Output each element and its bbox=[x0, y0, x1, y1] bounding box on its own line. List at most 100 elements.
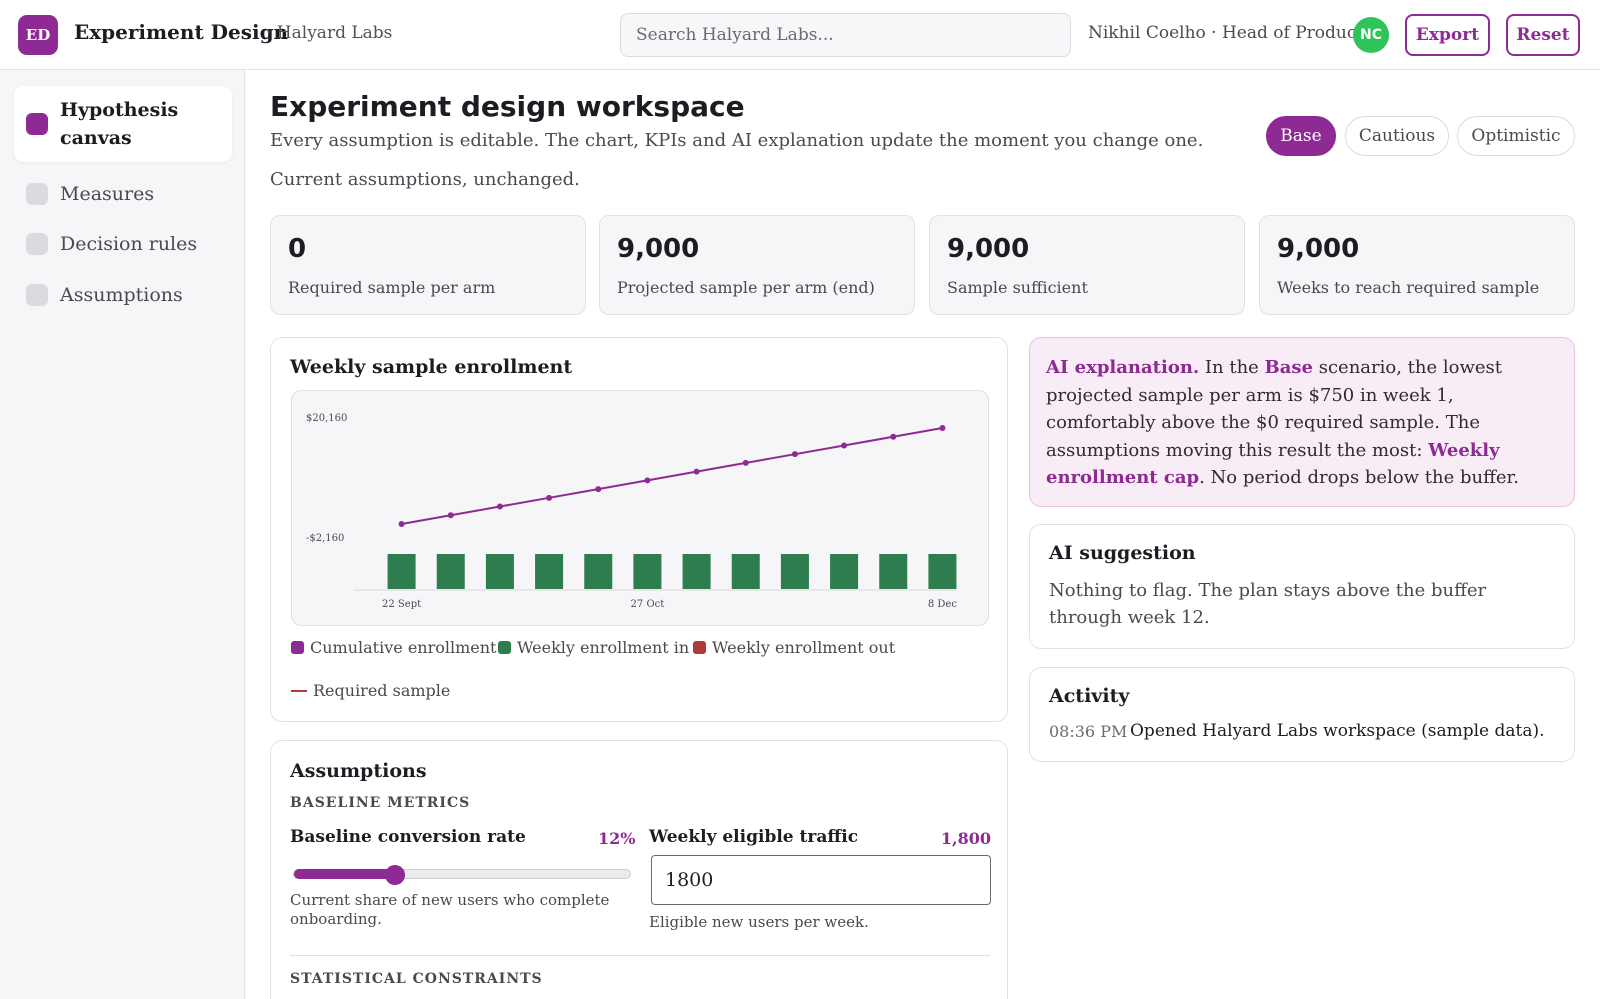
baseline-metrics-heading: BASELINE METRICS bbox=[290, 795, 471, 811]
ai-driver-link[interactable]: Weekly enrollment cap bbox=[1046, 439, 1500, 489]
ai-text: scenario, the lowest projected sample pe… bbox=[1046, 357, 1502, 461]
kpi-label: Projected sample per arm (end) bbox=[617, 278, 875, 297]
ai-text: . No period drops below the buffer. bbox=[1199, 467, 1519, 488]
legend-weekly-in: Weekly enrollment in bbox=[498, 638, 689, 657]
enrollment-in-bar bbox=[485, 554, 514, 589]
enrollment-in-bar bbox=[879, 554, 908, 589]
cumulative-point bbox=[939, 425, 946, 431]
reset-button[interactable]: Reset bbox=[1506, 14, 1580, 56]
legend-swatch bbox=[291, 641, 304, 654]
enrollment-in-bar bbox=[387, 554, 416, 589]
enrollment-in-bar bbox=[535, 554, 564, 589]
conversion-rate-value: 12% bbox=[598, 829, 636, 848]
legend-label: Required sample bbox=[313, 681, 451, 700]
enrollment-in-bar bbox=[780, 554, 809, 589]
legend-label: Weekly enrollment out bbox=[712, 638, 896, 657]
x-tick-label: 8 Dec bbox=[928, 599, 957, 610]
x-tick-label: 27 Oct bbox=[631, 599, 665, 610]
slider-thumb[interactable] bbox=[385, 865, 406, 885]
slider-fill bbox=[294, 869, 396, 879]
page-title: Experiment design workspace bbox=[270, 90, 745, 123]
activity-text: Opened Halyard Labs workspace (sample da… bbox=[1130, 721, 1545, 741]
ai-suggestion-text: Nothing to flag. The plan stays above th… bbox=[1049, 580, 1487, 628]
kpi-value: 9,000 bbox=[947, 234, 1030, 264]
cumulative-line bbox=[401, 427, 943, 525]
sidebar-item-label: Decision rules bbox=[60, 233, 198, 255]
assumptions-title: Assumptions bbox=[290, 760, 427, 782]
enrollment-chart: $20,160 -$2,160 22 Sept 27 Oct 8 Dec bbox=[306, 413, 957, 610]
status-text: Current assumptions, unchanged. bbox=[270, 169, 580, 190]
legend-swatch bbox=[291, 689, 307, 692]
legend-label: Cumulative enrollment bbox=[310, 638, 497, 657]
chart-title: Weekly sample enrollment bbox=[290, 356, 573, 378]
cumulative-point bbox=[791, 451, 798, 458]
weekly-traffic-label: Weekly eligible traffic bbox=[649, 827, 859, 847]
kpi-card: 9,000 Weeks to reach required sample bbox=[1259, 215, 1575, 315]
cumulative-point bbox=[447, 512, 454, 519]
weekly-traffic-help: Eligible new users per week. bbox=[649, 913, 869, 931]
scenario-base-button[interactable]: Base bbox=[1266, 116, 1336, 156]
cumulative-point bbox=[496, 503, 503, 510]
legend-cumulative: Cumulative enrollment bbox=[291, 638, 496, 657]
activity-title: Activity bbox=[1049, 685, 1130, 707]
chart-area: $20,160 -$2,160 22 Sept 27 Oct 8 Dec bbox=[291, 390, 989, 626]
enrollment-in-bar bbox=[731, 554, 760, 589]
y-tick-label: -$2,160 bbox=[306, 533, 344, 544]
cumulative-point bbox=[546, 494, 553, 501]
nav-square-icon bbox=[26, 233, 48, 255]
export-button[interactable]: Export bbox=[1405, 14, 1490, 56]
sidebar: Hypothesis canvas Measures Decision rule… bbox=[0, 70, 245, 999]
cumulative-point bbox=[398, 521, 405, 527]
enrollment-in-bar bbox=[830, 554, 859, 589]
enrollment-in-bar bbox=[633, 554, 662, 589]
kpi-value: 9,000 bbox=[617, 234, 700, 264]
scenario-cautious-button[interactable]: Cautious bbox=[1345, 116, 1449, 156]
legend-swatch bbox=[498, 641, 511, 654]
y-tick-label: $20,160 bbox=[306, 413, 347, 424]
kpi-label: Sample sufficient bbox=[947, 278, 1088, 297]
ai-suggestion-title: AI suggestion bbox=[1049, 542, 1196, 564]
sidebar-item-label: Hypothesis canvas bbox=[60, 99, 179, 149]
scenario-optimistic-button[interactable]: Optimistic bbox=[1457, 116, 1575, 156]
kpi-value: 9,000 bbox=[1277, 234, 1360, 264]
conversion-rate-help: Current share of new users who complete … bbox=[290, 891, 610, 928]
app-logo: ED bbox=[18, 15, 58, 55]
sidebar-item-decision-rules[interactable]: Decision rules bbox=[14, 222, 232, 266]
ai-text: In the bbox=[1199, 357, 1265, 378]
nav-square-icon bbox=[26, 183, 48, 205]
statistical-constraints-heading: STATISTICAL CONSTRAINTS bbox=[290, 971, 543, 987]
kpi-card: 9,000 Projected sample per arm (end) bbox=[599, 215, 915, 315]
search-input[interactable] bbox=[620, 13, 1071, 57]
x-tick-label: 22 Sept bbox=[382, 599, 421, 610]
conversion-rate-slider[interactable] bbox=[293, 865, 631, 885]
legend-label: Weekly enrollment in bbox=[517, 638, 690, 657]
legend-required: Required sample bbox=[291, 681, 450, 700]
ai-scenario-name: Base bbox=[1264, 357, 1314, 378]
legend-swatch bbox=[693, 641, 706, 654]
ai-explanation-card: AI explanation. In the Base scenario, th… bbox=[1029, 337, 1575, 507]
ai-explanation-lead: AI explanation. bbox=[1046, 357, 1200, 378]
kpi-card: 9,000 Sample sufficient bbox=[929, 215, 1245, 315]
cumulative-point bbox=[841, 442, 848, 449]
sidebar-item-assumptions[interactable]: Assumptions bbox=[14, 273, 232, 317]
enrollment-in-bar bbox=[436, 554, 465, 589]
nav-square-icon bbox=[26, 113, 48, 135]
cumulative-point bbox=[693, 468, 700, 475]
avatar[interactable]: NC bbox=[1353, 17, 1389, 53]
activity-card: Activity 08:36 PM Opened Halyard Labs wo… bbox=[1029, 667, 1575, 762]
sidebar-item-label: Measures bbox=[60, 183, 155, 205]
nav-square-icon bbox=[26, 284, 48, 306]
weekly-traffic-input[interactable] bbox=[651, 855, 991, 905]
activity-time: 08:36 PM bbox=[1049, 722, 1128, 741]
user-name: Nikhil Coelho · Head of Product bbox=[1088, 23, 1364, 43]
kpi-card: 0 Required sample per arm bbox=[270, 215, 586, 315]
assumptions-card: Assumptions BASELINE METRICS Baseline co… bbox=[270, 740, 1008, 999]
cumulative-point bbox=[644, 477, 651, 484]
sidebar-item-measures[interactable]: Measures bbox=[14, 172, 232, 216]
sidebar-item-hypothesis-canvas[interactable]: Hypothesis canvas bbox=[14, 86, 232, 162]
kpi-value: 0 bbox=[288, 234, 307, 264]
cumulative-point bbox=[742, 459, 749, 466]
sidebar-item-label: Assumptions bbox=[60, 284, 183, 306]
chart-card: Weekly sample enrollment $20,160 -$2,160 2… bbox=[270, 337, 1008, 722]
legend-weekly-out: Weekly enrollment out bbox=[693, 638, 895, 657]
